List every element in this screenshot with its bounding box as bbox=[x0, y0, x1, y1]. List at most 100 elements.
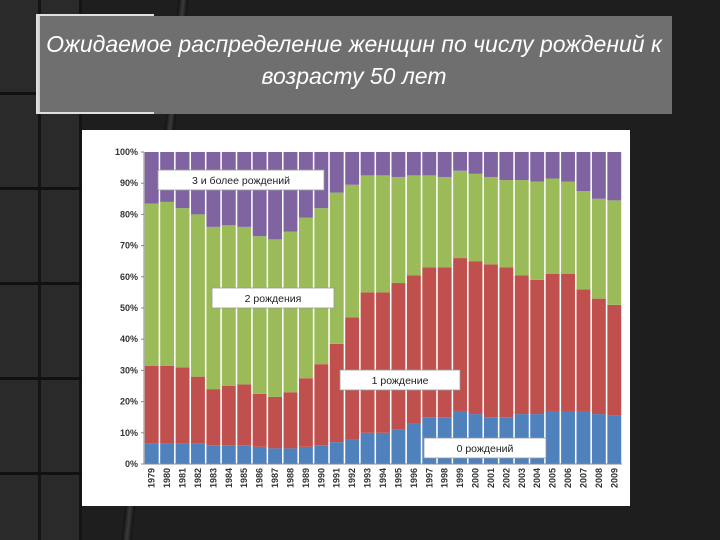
bar-segment bbox=[144, 152, 159, 204]
bar-segment bbox=[437, 152, 452, 177]
bar-segment bbox=[422, 175, 437, 268]
series-label-text: 0 рождений bbox=[457, 443, 514, 455]
x-tick-label: 1992 bbox=[347, 468, 357, 488]
bar-segment bbox=[437, 267, 452, 418]
bar-segment bbox=[329, 442, 344, 464]
bar-segment bbox=[406, 175, 421, 276]
bar-segment bbox=[345, 152, 360, 185]
bar-segment bbox=[360, 175, 375, 293]
x-tick-label: 1983 bbox=[208, 468, 218, 488]
bar-segment bbox=[298, 378, 313, 447]
bar-segment bbox=[499, 180, 514, 268]
bar-segment bbox=[483, 176, 498, 265]
bar-segment bbox=[206, 389, 221, 446]
x-tick-label: 2009 bbox=[609, 468, 619, 488]
bar-segment bbox=[252, 152, 267, 237]
x-tick-label: 2003 bbox=[517, 468, 527, 488]
series-label-box bbox=[339, 369, 461, 391]
bar-segment bbox=[576, 152, 591, 191]
y-tick-label: 90% bbox=[120, 178, 138, 188]
bar-segment bbox=[360, 152, 375, 176]
bar-segment bbox=[329, 192, 344, 344]
bar-segment bbox=[591, 298, 606, 415]
x-tick-label: 1980 bbox=[162, 468, 172, 488]
y-tick-label: 60% bbox=[120, 272, 138, 282]
bar-segment bbox=[391, 176, 406, 284]
bar-segment bbox=[144, 443, 159, 464]
bar-segment bbox=[530, 279, 545, 415]
title-box bbox=[38, 16, 672, 114]
y-tick-label: 10% bbox=[120, 428, 138, 438]
series-label-box bbox=[423, 437, 547, 459]
y-tick-label: 0% bbox=[125, 459, 138, 469]
bar-segment bbox=[160, 365, 175, 444]
bar-segment bbox=[329, 343, 344, 443]
bar-segment bbox=[607, 304, 622, 416]
bar-segment bbox=[376, 432, 390, 464]
y-tick-label: 50% bbox=[120, 303, 138, 313]
bar-segment bbox=[191, 214, 205, 377]
bar-segment bbox=[314, 445, 329, 464]
x-tick-label: 1987 bbox=[270, 468, 280, 488]
x-tick-label: 1986 bbox=[255, 468, 265, 488]
series-label-text: 2 рождения bbox=[245, 293, 302, 305]
x-tick-label: 1985 bbox=[239, 468, 249, 488]
bar-segment bbox=[468, 261, 483, 415]
x-tick-label: 1991 bbox=[332, 468, 342, 488]
bar-segment bbox=[607, 152, 622, 201]
bar-segment bbox=[376, 152, 390, 176]
bar-segment bbox=[576, 410, 591, 464]
bar-segment bbox=[514, 180, 529, 276]
bar-segment bbox=[360, 292, 375, 433]
x-tick-label: 2000 bbox=[471, 468, 481, 488]
bar-segment bbox=[175, 443, 190, 464]
x-tick-label: 2006 bbox=[563, 468, 573, 488]
bar-segment bbox=[406, 423, 421, 464]
series-labels: 3 и более рождений 2 рождения 1 рождение 0 … bbox=[157, 169, 547, 459]
x-axis: 1979 1980 1981 1982 1983 1984 1985 1986 1987 1988… bbox=[144, 463, 622, 488]
x-tick-label: 1981 bbox=[178, 468, 188, 488]
bar-segment bbox=[576, 191, 591, 290]
slide-title: Ожидаемое распределение женщин по числу … bbox=[46, 31, 662, 89]
x-tick-label: 2007 bbox=[578, 468, 588, 488]
bar-segment bbox=[268, 396, 283, 449]
x-tick-label: 1995 bbox=[393, 468, 403, 488]
bar-segment bbox=[499, 267, 514, 418]
stacked-bar-chart: 0%10%20%30%40%50%60%70%80%90%100% 1979 19… bbox=[115, 147, 622, 488]
y-tick-label: 80% bbox=[120, 209, 138, 219]
x-tick-label: 1994 bbox=[378, 468, 388, 488]
bar-segment bbox=[530, 181, 545, 280]
bar-segment bbox=[252, 236, 267, 394]
x-tick-label: 1990 bbox=[316, 468, 326, 488]
bar-segment bbox=[144, 365, 159, 444]
bar-segment bbox=[298, 446, 313, 464]
bar-segment bbox=[406, 275, 421, 424]
x-tick-label: 1989 bbox=[301, 468, 311, 488]
x-tick-label: 2008 bbox=[594, 468, 604, 488]
bar-segment bbox=[191, 443, 205, 464]
bar-segment bbox=[561, 152, 575, 182]
bar-segment bbox=[514, 275, 529, 415]
y-tick-label: 40% bbox=[120, 334, 138, 344]
x-tick-label: 2002 bbox=[501, 468, 511, 488]
bar-segment bbox=[499, 152, 514, 181]
y-tick-label: 70% bbox=[120, 241, 138, 251]
bar-segment bbox=[561, 181, 575, 274]
series-label-text: 1 рождение bbox=[372, 375, 429, 387]
bar-segment bbox=[221, 386, 236, 446]
bar-segment bbox=[283, 231, 298, 393]
bar-segment bbox=[561, 410, 575, 464]
x-tick-label: 1982 bbox=[193, 468, 203, 488]
bar-segment bbox=[160, 443, 175, 464]
bar-segment bbox=[191, 376, 205, 444]
bar-segment bbox=[345, 184, 360, 318]
bar-segment bbox=[175, 208, 190, 368]
bar-segment bbox=[591, 152, 606, 199]
x-tick-label: 2001 bbox=[486, 468, 496, 488]
bar-segment bbox=[591, 198, 606, 299]
bar-segment bbox=[160, 201, 175, 366]
bar-segment bbox=[437, 176, 452, 268]
x-tick-label: 1993 bbox=[363, 468, 373, 488]
bar-segment bbox=[314, 208, 329, 365]
bar-segment bbox=[545, 273, 560, 411]
